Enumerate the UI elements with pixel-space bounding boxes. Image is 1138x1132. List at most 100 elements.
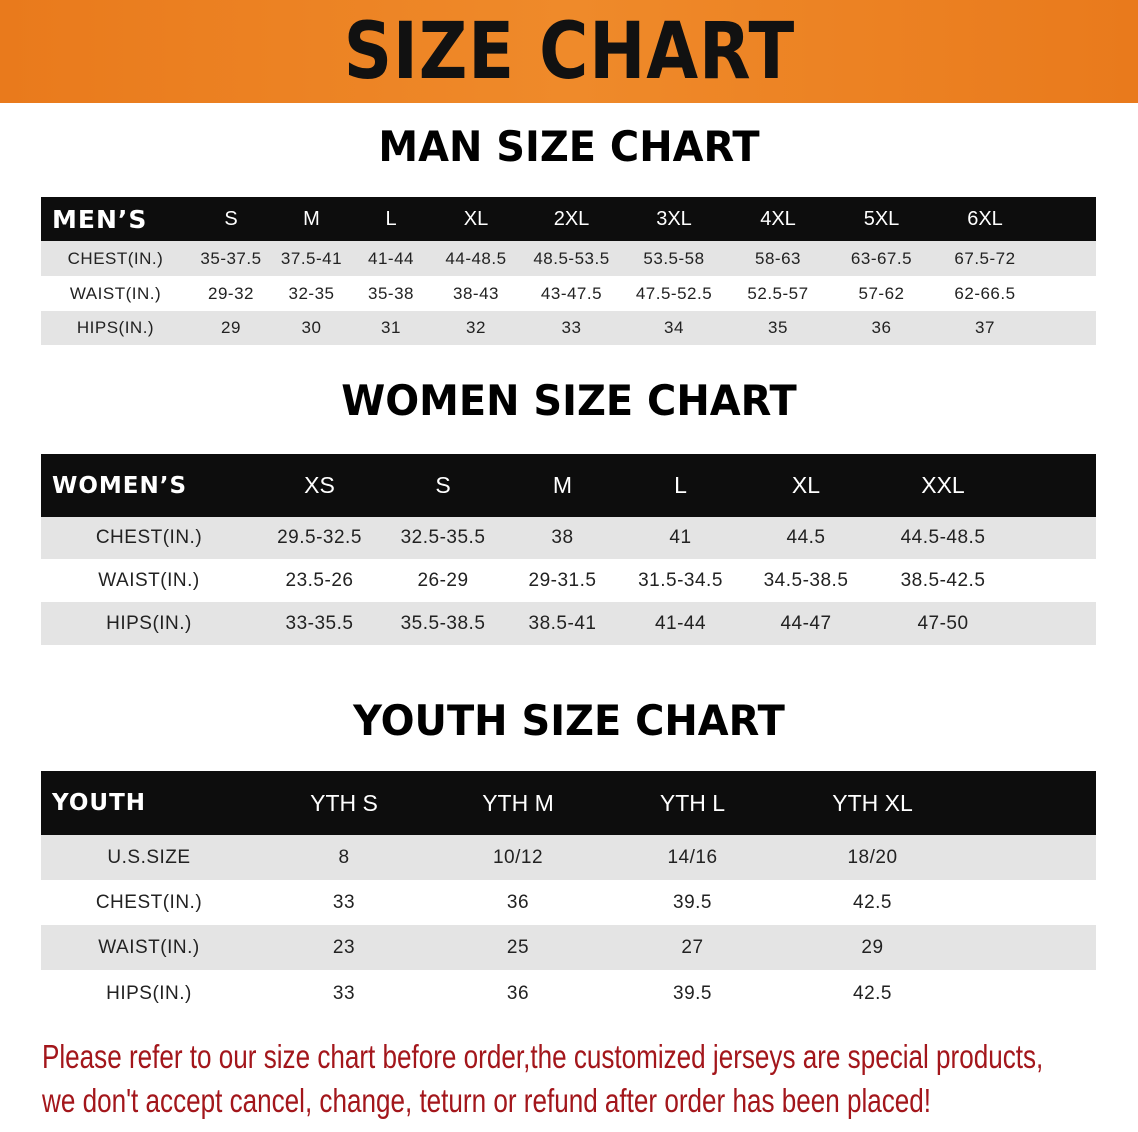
measurement-cell: 58-63 [726, 241, 830, 276]
measurement-cell: 44-47 [740, 602, 872, 645]
measurement-cell: 18/20 [780, 835, 965, 880]
measurement-cell: 63-67.5 [830, 241, 933, 276]
header-row: YOUTH YTH S YTH M YTH L YTH XL [41, 771, 1096, 835]
empty-cell [1037, 311, 1096, 345]
size-header: YTH S [257, 771, 431, 835]
empty-cell [1037, 276, 1096, 311]
measurement-cell: 31 [351, 311, 431, 345]
measurement-cell: 44.5-48.5 [872, 517, 1014, 559]
youth-size-table: YOUTH YTH S YTH M YTH L YTH XL U.S.SIZE 8 10/12… [41, 771, 1096, 1017]
header-label: YOUTH [41, 771, 257, 835]
measurement-cell: 33-35.5 [257, 602, 382, 645]
size-header: YTH L [605, 771, 780, 835]
empty-cell [1037, 241, 1096, 276]
empty-cell [965, 970, 1096, 1017]
measurement-cell: 52.5-57 [747, 283, 809, 303]
size-header: L [621, 454, 740, 517]
measurement-cell: 41 [621, 517, 740, 559]
measurement-cell: 29 [780, 925, 965, 970]
measurement-cell: 23 [257, 925, 431, 970]
empty-cell [1014, 454, 1096, 517]
measurement-cell: 26-29 [417, 569, 469, 591]
row-label: HIPS(IN.) [41, 602, 257, 645]
row-label: CHEST(IN.) [41, 517, 257, 559]
measurement-cell: 32 [431, 311, 521, 345]
size-header: YTH XL [780, 771, 965, 835]
row-label: CHEST(IN.) [41, 241, 190, 276]
measurement-cell: 35-38 [368, 283, 414, 303]
empty-cell [965, 925, 1096, 970]
size-header: M [504, 454, 621, 517]
measurement-cell: 42.5 [853, 891, 892, 913]
measurement-cell: 48.5-53.5 [521, 241, 622, 276]
measurement-cell: 36 [830, 311, 933, 345]
empty-cell [1014, 559, 1096, 602]
measurement-cell: 32-35 [288, 283, 335, 303]
policy-note-line-2: we don't accept cancel, change, teturn o… [42, 1082, 932, 1119]
measurement-cell: 34 [622, 311, 726, 345]
measurement-cell: 38-43 [453, 283, 499, 303]
measurement-cell: 47-50 [872, 602, 1014, 645]
measurement-cell: 8 [257, 835, 431, 880]
measurement-cell: 38 [504, 517, 621, 559]
measurement-cell: 57-62 [858, 283, 905, 303]
size-header: 4XL [726, 197, 830, 241]
measurement-cell: 39.5 [673, 982, 712, 1004]
empty-cell [965, 771, 1096, 835]
measurement-cell: 31.5-34.5 [638, 569, 723, 591]
size-header: 5XL [830, 197, 933, 241]
measurement-cell: 43-47.5 [540, 283, 603, 303]
size-header: XL [431, 197, 521, 241]
header-row: WOMEN’S XS S M L XL XXL [41, 454, 1096, 517]
size-header: XS [257, 454, 382, 517]
table-row: WAIST(IN.) 29-32 32-35 35-38 38-43 43-47.5 47.… [41, 276, 1096, 311]
measurement-cell: 25 [431, 925, 605, 970]
measurement-cell: 33 [332, 982, 356, 1004]
row-label: HIPS(IN.) [41, 311, 190, 345]
table-row: CHEST(IN.) 33 36 39.5 42.5 [41, 880, 1096, 925]
size-header: L [351, 197, 431, 241]
measurement-cell: 67.5-72 [933, 241, 1037, 276]
size-header: S [190, 197, 272, 241]
row-label: WAIST(IN.) [98, 569, 200, 591]
table-row: HIPS(IN.) 33-35.5 35.5-38.5 38.5-41 41-44 44-… [41, 602, 1096, 645]
measurement-cell: 29 [190, 311, 272, 345]
empty-cell [1014, 517, 1096, 559]
men-section-title: MAN SIZE CHART [378, 122, 760, 171]
policy-note-line-1: Please refer to our size chart before or… [42, 1038, 1044, 1075]
table-row: U.S.SIZE 8 10/12 14/16 18/20 [41, 835, 1096, 880]
empty-cell [1037, 197, 1096, 241]
measurement-cell: 44.5 [740, 517, 872, 559]
measurement-cell: 10/12 [431, 835, 605, 880]
measurement-cell: 38.5-42.5 [900, 569, 986, 591]
header-label: MEN’S [41, 197, 190, 241]
measurement-cell: 37.5-41 [272, 241, 351, 276]
header-row: MEN’S S M L XL 2XL 3XL 4XL 5XL 6XL [41, 197, 1096, 241]
measurement-cell: 36 [506, 891, 530, 913]
empty-cell [965, 835, 1096, 880]
header-label: WOMEN’S [41, 454, 257, 517]
size-header: 3XL [622, 197, 726, 241]
table-row: CHEST(IN.) 29.5-32.5 32.5-35.5 38 41 44.5 44.5… [41, 517, 1096, 559]
women-section-title: WOMEN SIZE CHART [341, 376, 797, 425]
measurement-cell: 29-32 [208, 283, 254, 303]
table-row: WAIST(IN.) 23.5-26 26-29 29-31.5 31.5-34.5 34… [41, 559, 1096, 602]
measurement-cell: 62-66.5 [954, 283, 1016, 303]
measurement-cell: 33 [332, 891, 356, 913]
table-row: WAIST(IN.) 23 25 27 29 [41, 925, 1096, 970]
measurement-cell: 14/16 [605, 835, 780, 880]
measurement-cell: 37 [933, 311, 1037, 345]
measurement-cell: 29-31.5 [528, 569, 597, 591]
measurement-cell: 34.5-38.5 [763, 569, 849, 591]
size-header: XXL [872, 454, 1014, 517]
measurement-cell: 23.5-26 [285, 569, 354, 591]
table-row: CHEST(IN.) 35-37.5 37.5-41 41-44 44-48.5 48.5… [41, 241, 1096, 276]
measurement-cell: 41-44 [351, 241, 431, 276]
measurement-cell: 42.5 [853, 982, 892, 1004]
banner-title: SIZE CHART [343, 6, 795, 97]
measurement-cell: 35 [726, 311, 830, 345]
row-label: WAIST(IN.) [41, 925, 257, 970]
measurement-cell: 36 [506, 982, 530, 1004]
empty-cell [965, 880, 1096, 925]
size-header: 6XL [933, 197, 1037, 241]
